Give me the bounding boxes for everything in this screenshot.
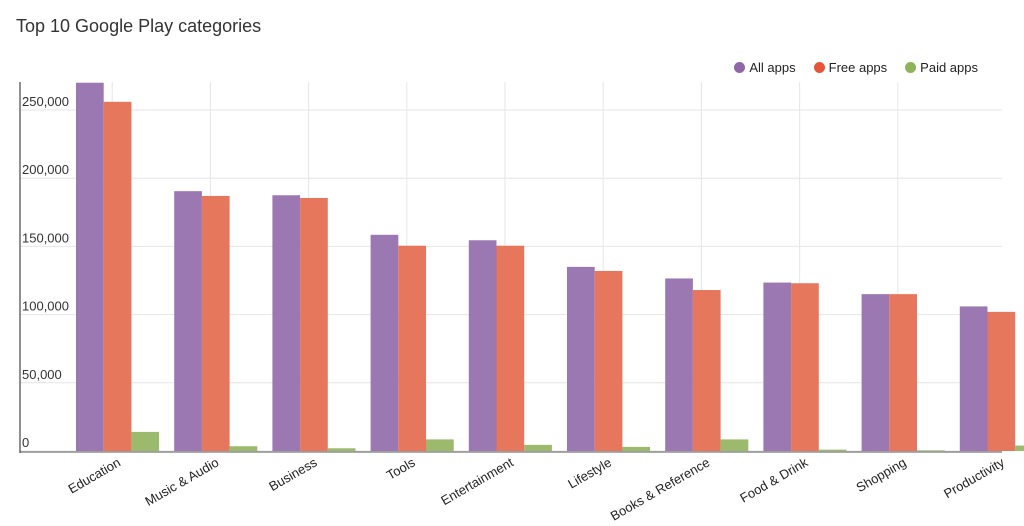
legend-swatch-all-apps — [734, 62, 746, 73]
bar-paid-apps-books-and-reference[interactable] — [720, 439, 749, 451]
bar-all-apps-books-and-reference[interactable] — [665, 278, 693, 451]
x-tick-label: Business — [266, 454, 320, 494]
bar-paid-apps-productivity[interactable] — [1015, 445, 1024, 451]
bar-all-apps-food-and-drink[interactable] — [763, 282, 792, 451]
legend-label-free-apps: Free apps — [828, 60, 888, 75]
chart-title: Top 10 Google Play categories — [16, 16, 262, 36]
bar-all-apps-productivity[interactable] — [959, 306, 988, 451]
bar-all-apps-business[interactable] — [272, 195, 301, 451]
legend-swatch-free-apps — [813, 62, 825, 73]
x-tick-label: Education — [65, 455, 123, 497]
x-tick-label: Music & Audio — [142, 455, 221, 509]
x-tick-label: Entertainment — [438, 454, 516, 508]
bar-paid-apps-business[interactable] — [327, 448, 356, 451]
chart-legend: All apps Free apps Paid apps — [734, 60, 978, 75]
bar-paid-apps-education[interactable] — [131, 431, 160, 451]
bar-free-apps-entertainment[interactable] — [496, 245, 525, 451]
y-tick-label: 200,000 — [22, 162, 69, 177]
y-tick-label: 100,000 — [22, 299, 69, 314]
bar-free-apps-music-and-audio[interactable] — [201, 195, 230, 451]
legend-item-all-apps[interactable]: All apps — [734, 60, 796, 75]
bar-paid-apps-entertainment[interactable] — [524, 444, 552, 451]
bar-free-apps-books-and-reference[interactable] — [692, 290, 721, 451]
bar-all-apps-entertainment[interactable] — [468, 240, 497, 451]
bar-paid-apps-tools[interactable] — [426, 439, 454, 451]
bar-free-apps-shopping[interactable] — [889, 294, 917, 451]
x-tick-label: Tools — [384, 454, 418, 482]
legend-item-paid-apps[interactable]: Paid apps — [905, 60, 978, 75]
bar-all-apps-lifestyle[interactable] — [567, 266, 595, 451]
x-tick-label: Food & Drink — [737, 454, 811, 505]
bar-free-apps-tools[interactable] — [398, 245, 426, 451]
y-tick-label: 250,000 — [22, 94, 69, 109]
bar-all-apps-education[interactable] — [76, 82, 104, 451]
bar-paid-apps-lifestyle[interactable] — [622, 446, 651, 451]
y-tick-label: 150,000 — [22, 230, 69, 245]
legend-item-free-apps[interactable]: Free apps — [813, 60, 888, 75]
bar-all-apps-music-and-audio[interactable] — [174, 191, 202, 451]
x-tick-label: Shopping — [854, 455, 909, 495]
legend-swatch-paid-apps — [905, 62, 917, 73]
bar-paid-apps-shopping[interactable] — [917, 450, 945, 451]
y-tick-label: 0 — [22, 435, 29, 450]
bar-free-apps-food-and-drink[interactable] — [791, 283, 819, 451]
legend-label-paid-apps: Paid apps — [920, 60, 978, 75]
bar-paid-apps-music-and-audio[interactable] — [229, 446, 258, 451]
legend-label-all-apps: All apps — [749, 60, 796, 75]
y-tick-label: 50,000 — [22, 367, 62, 382]
x-tick-label: Productivity — [941, 454, 1007, 501]
bar-all-apps-tools[interactable] — [370, 234, 399, 451]
bar-free-apps-education[interactable] — [103, 101, 132, 451]
bar-paid-apps-food-and-drink[interactable] — [818, 449, 847, 451]
bar-free-apps-lifestyle[interactable] — [594, 270, 623, 451]
x-tick-label: Lifestyle — [565, 455, 614, 492]
bar-all-apps-shopping[interactable] — [861, 294, 890, 451]
x-tick-label: Books & Reference — [608, 455, 713, 524]
bar-free-apps-productivity[interactable] — [987, 311, 1016, 451]
bar-free-apps-business[interactable] — [300, 197, 328, 451]
